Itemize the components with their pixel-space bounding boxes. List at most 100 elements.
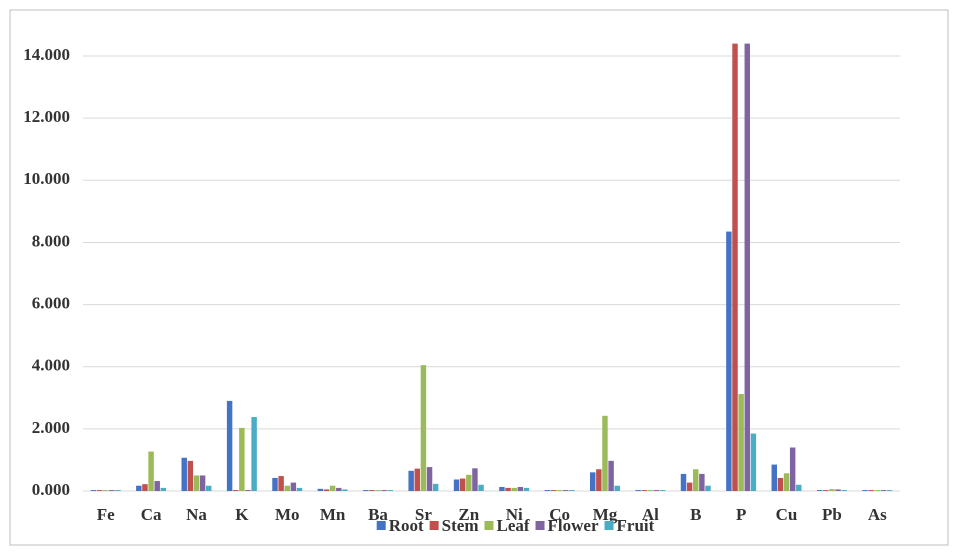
x-tick-label: Zn [458, 505, 479, 524]
bar [193, 475, 200, 491]
bar [187, 460, 194, 491]
bar [272, 477, 278, 491]
bar [726, 231, 732, 491]
bar [796, 484, 802, 491]
bar [459, 478, 466, 491]
x-tick-label: Mn [320, 505, 346, 524]
y-tick-label: 10.000 [23, 169, 70, 188]
bar [466, 474, 472, 491]
bar [771, 464, 777, 491]
legend-label: Root [389, 516, 424, 535]
bar [829, 489, 835, 491]
x-tick-label: P [736, 505, 746, 524]
bar [342, 489, 348, 491]
bar [556, 490, 563, 491]
bar [789, 447, 796, 491]
bar [816, 490, 823, 491]
legend-swatch [604, 521, 614, 530]
x-tick-label: Pb [822, 505, 842, 524]
bar [148, 451, 154, 491]
bar [693, 469, 699, 491]
bar [233, 490, 239, 491]
legend-label: Flower [548, 516, 599, 535]
bar [420, 365, 427, 491]
bar [886, 490, 893, 491]
bar [608, 460, 614, 491]
bar [569, 490, 575, 491]
bar [154, 481, 160, 491]
x-tick-label: Cu [776, 505, 798, 524]
bar [562, 490, 569, 491]
bar [738, 394, 744, 491]
x-tick-label: K [235, 505, 249, 524]
bar [142, 484, 148, 491]
bar [426, 467, 433, 491]
legend-swatch [484, 521, 494, 530]
x-tick-label: Fe [97, 505, 115, 524]
legend-swatch [429, 521, 439, 530]
x-tick-label: Na [186, 505, 207, 524]
bar [499, 486, 505, 491]
bar [744, 43, 750, 491]
x-tick-label: Mg [593, 505, 618, 524]
y-tick-label: 0.000 [32, 480, 70, 499]
bar [596, 469, 602, 491]
y-tick-label: 6.000 [32, 293, 70, 312]
bar [783, 473, 790, 491]
bar [387, 490, 394, 491]
x-tick-label: Ba [368, 505, 388, 524]
legend-label: Leaf [496, 516, 529, 535]
bar [296, 487, 303, 491]
bar [363, 490, 369, 491]
bar [511, 487, 517, 491]
bar [160, 487, 167, 491]
bar [868, 490, 874, 491]
bar [199, 475, 206, 491]
x-tick-label: Al [642, 505, 659, 524]
x-tick-label: B [690, 505, 701, 524]
y-tick-label: 12.000 [23, 107, 70, 126]
bar [414, 468, 421, 491]
bar [659, 490, 666, 491]
bar [823, 490, 829, 491]
y-tick-label: 4.000 [32, 356, 70, 375]
x-tick-label: Co [549, 505, 570, 524]
bar [862, 490, 868, 491]
bar [544, 490, 551, 491]
x-tick-label: As [868, 505, 887, 524]
bar [278, 476, 284, 491]
bar [523, 487, 530, 491]
y-tick-label: 2.000 [32, 418, 70, 437]
bar [432, 483, 439, 491]
bar [329, 485, 336, 491]
bar [505, 487, 511, 491]
bar [641, 490, 647, 491]
bar [206, 485, 212, 491]
bar [732, 43, 738, 491]
bar [408, 470, 414, 491]
x-tick-label: Sr [415, 505, 432, 524]
bar [317, 488, 324, 491]
bar [290, 482, 297, 491]
bar [653, 490, 660, 491]
bar [647, 490, 654, 491]
bar [251, 417, 257, 491]
bar [96, 490, 103, 491]
bar [369, 490, 375, 491]
x-tick-label: Ni [506, 505, 523, 524]
bar [323, 489, 330, 491]
legend-swatch [376, 521, 386, 530]
x-tick-label: Mo [275, 505, 300, 524]
bar [284, 485, 290, 491]
bar [478, 484, 484, 491]
bar [245, 490, 251, 491]
bar [472, 468, 478, 491]
y-tick-label: 8.000 [32, 231, 70, 250]
legend-label: Stem [442, 516, 479, 535]
bar [336, 487, 342, 491]
bar [90, 490, 97, 491]
bar [589, 472, 596, 491]
bar [750, 433, 757, 491]
bar [181, 457, 187, 491]
